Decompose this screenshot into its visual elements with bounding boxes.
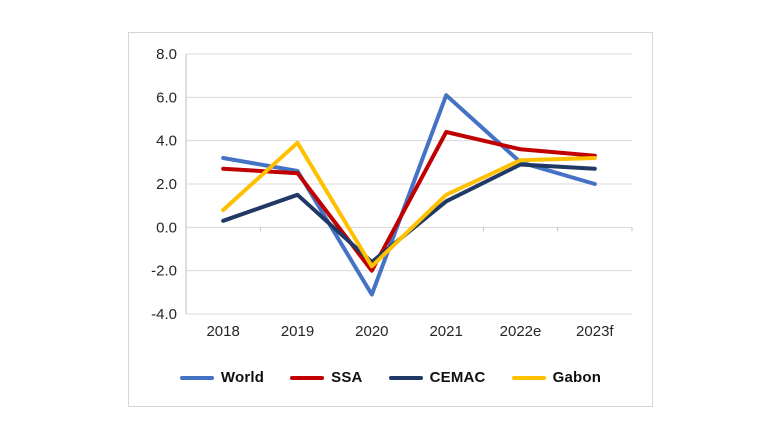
y-tick-label: 4.0 [156,133,177,150]
y-tick-label: 6.0 [156,89,177,106]
x-tick-label: 2022e [500,323,542,340]
series-line-world [221,93,597,297]
legend-item-world: World [179,369,265,386]
legend-item-gabon: Gabon [511,369,602,386]
y-tick-label: -4.0 [151,306,177,323]
series-line-cemac [221,162,597,264]
series-line-ssa [221,130,597,273]
y-tick-label: -2.0 [151,263,177,280]
legend-swatch-icon [179,375,214,380]
legend-label: Gabon [552,369,602,386]
x-tick-label: 2023f [576,323,614,340]
y-tick-label: 2.0 [156,176,177,193]
x-tick-label: 2018 [206,323,239,340]
legend-label: CEMAC [429,369,486,386]
chart-container: 8.0 6.0 4.0 2.0 0.0 -2.0 -4.0 2018 2019 2020 2021 2… [128,32,653,407]
legend: World SSA CEMAC Gabon [129,369,652,386]
series-line-gabon [221,140,597,269]
legend-label: SSA [331,369,363,386]
legend-item-ssa: SSA [290,369,362,386]
y-tick-label: 8.0 [156,46,177,63]
legend-swatch-icon [388,375,423,380]
line-chart: 8.0 6.0 4.0 2.0 0.0 -2.0 -4.0 2018 2019 2020 2021 2… [151,46,633,340]
x-tick-label: 2021 [429,323,462,340]
legend-swatch-icon [511,375,546,380]
legend-item-cemac: CEMAC [388,369,486,386]
legend-label: World [220,369,265,386]
y-tick-label: 0.0 [156,219,177,236]
x-tick-label: 2020 [355,323,388,340]
legend-swatch-icon [290,375,325,380]
x-tick-label: 2019 [281,323,314,340]
